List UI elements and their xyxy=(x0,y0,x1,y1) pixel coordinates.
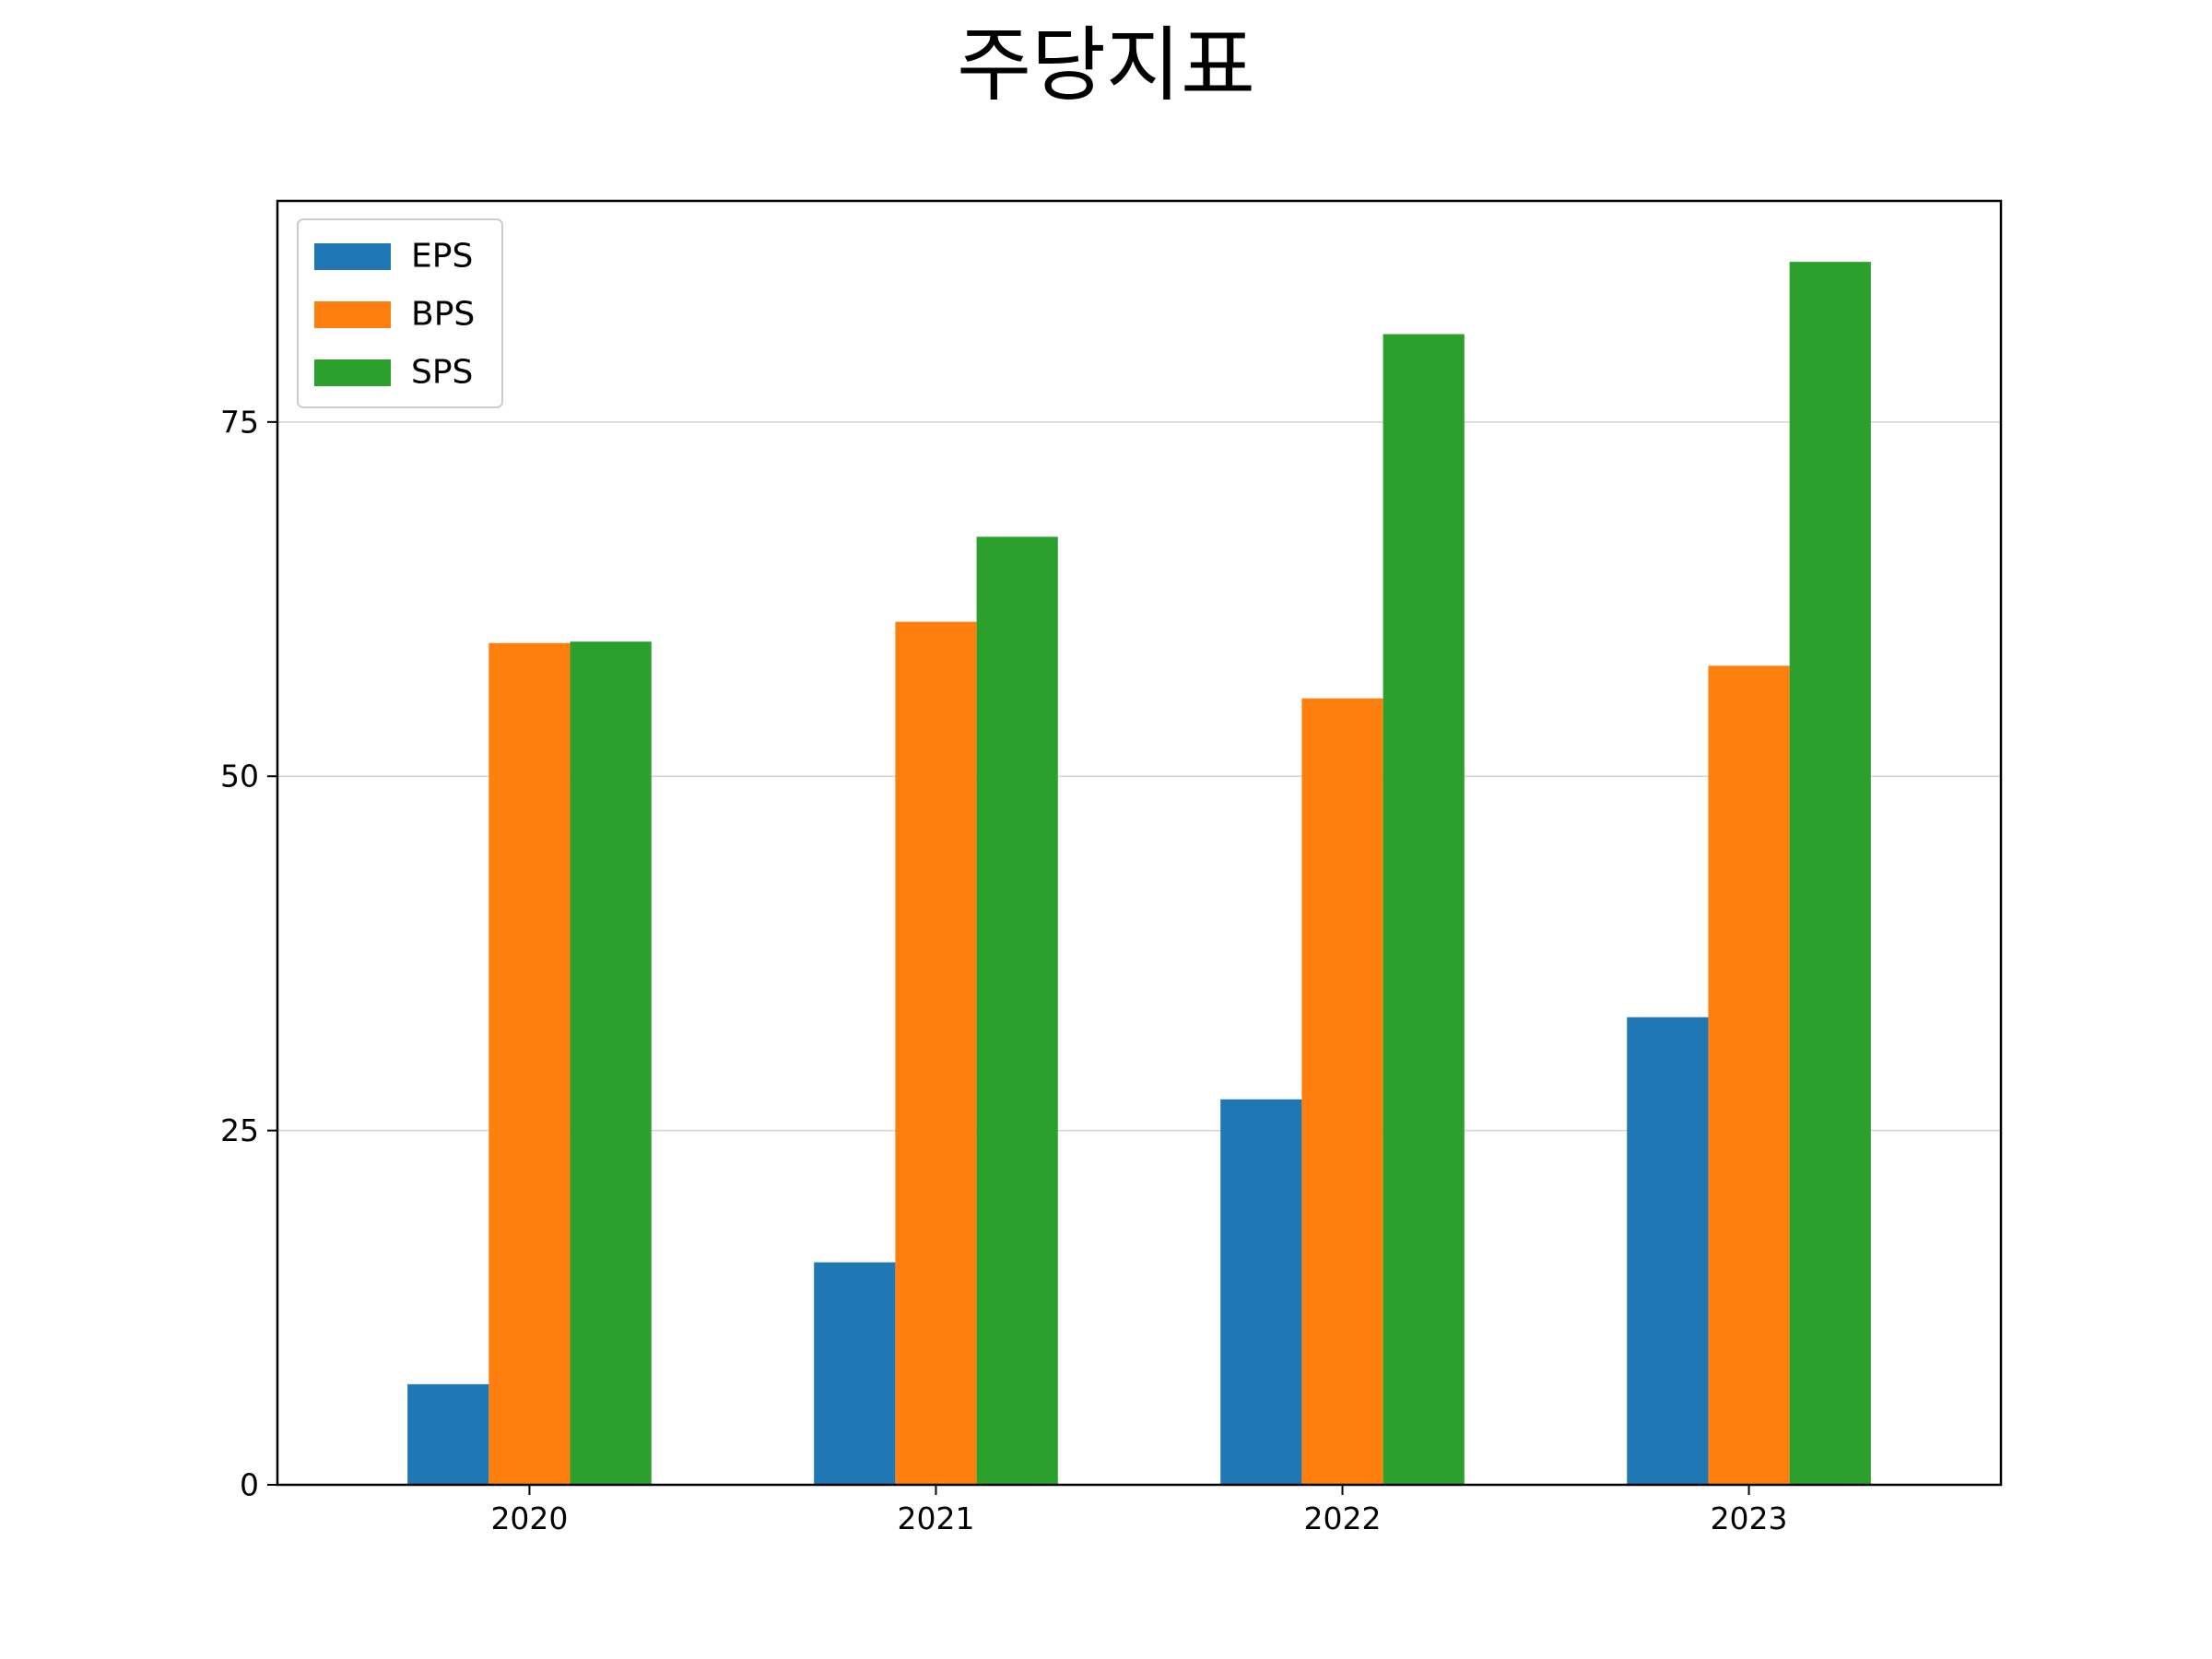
legend-swatch-eps xyxy=(314,243,391,270)
x-tick-label-2022: 2022 xyxy=(1304,1500,1382,1536)
y-tick-label-25: 25 xyxy=(220,1112,259,1148)
y-tick-label-50: 50 xyxy=(220,759,259,794)
legend: EPS BPS SPS xyxy=(297,218,503,408)
bar-bps-2021 xyxy=(895,621,977,1485)
bar-sps-2022 xyxy=(1382,334,1465,1485)
bar-eps-2022 xyxy=(1220,1099,1302,1485)
bar-bps-2023 xyxy=(1708,665,1790,1485)
x-tick-label-2021: 2021 xyxy=(897,1500,974,1536)
legend-label-bps: BPS xyxy=(411,296,475,334)
bar-eps-2020 xyxy=(407,1383,489,1485)
legend-swatch-bps xyxy=(314,301,391,328)
bar-sps-2020 xyxy=(570,641,652,1485)
y-tick-label-0: 0 xyxy=(240,1467,259,1503)
legend-label-sps: SPS xyxy=(411,354,473,392)
legend-swatch-sps xyxy=(314,359,391,386)
bar-sps-2021 xyxy=(976,536,1058,1485)
plot-frame xyxy=(276,199,2003,1487)
y-tick-label-75: 75 xyxy=(220,404,259,440)
bars xyxy=(407,262,1871,1486)
chart-title: 주당지표 xyxy=(957,18,1255,112)
legend-label-eps: EPS xyxy=(411,238,473,276)
bar-eps-2021 xyxy=(814,1262,896,1485)
bar-sps-2023 xyxy=(1789,262,1871,1486)
bar-bps-2020 xyxy=(488,642,571,1485)
x-tick-label-2020: 2020 xyxy=(490,1500,568,1536)
bar-eps-2023 xyxy=(1627,1017,1709,1485)
axes: 0 25 50 75 2020 2021 2022 2023 xyxy=(220,199,2003,1536)
bar-bps-2022 xyxy=(1301,698,1383,1485)
x-tick-label-2023: 2023 xyxy=(1711,1500,1788,1536)
